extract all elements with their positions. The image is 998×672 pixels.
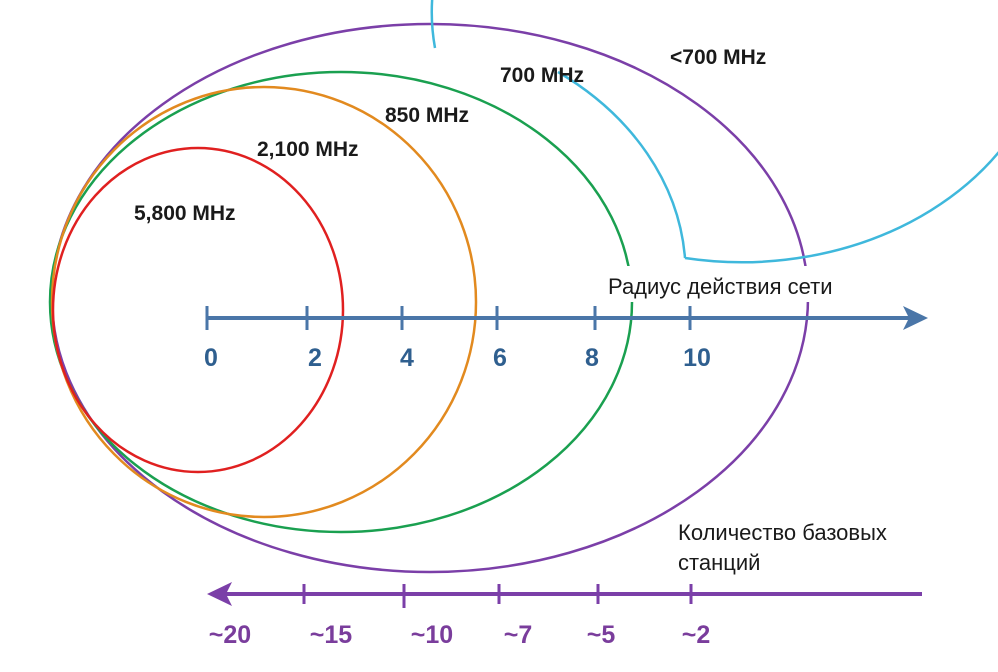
range-tick-label-2: 2 [308, 344, 322, 372]
stations-axis-ticks [302, 584, 693, 608]
range-tick-label-6: 6 [493, 344, 507, 372]
stations-tick-label-20: ~20 [209, 621, 251, 649]
range-axis-ticks [205, 306, 692, 330]
range-axis-arrowhead [903, 306, 928, 330]
stations-tick-label-10: ~10 [411, 621, 453, 649]
stations-axis-title-line1: Количество базовых [678, 520, 887, 545]
band-label-2100: 2,100 MHz [257, 138, 359, 161]
stations-axis-arrowhead [207, 582, 232, 606]
band-label-850: 850 MHz [385, 104, 469, 127]
stations-tick-label-15: ~15 [310, 621, 353, 649]
range-tick-label-10: 10 [683, 344, 711, 372]
stations-axis-title-line2: станций [678, 550, 760, 575]
range-tick-label-8: 8 [585, 344, 599, 372]
range-tick-label-0: 0 [204, 344, 218, 372]
range-tick-label-4: 4 [400, 344, 414, 372]
band-label-lt700: <700 MHz [670, 46, 766, 69]
range-axis-title: Радиус действия сети [608, 274, 832, 299]
band-label-5800: 5,800 MHz [134, 202, 236, 225]
range-axis-title-bg [598, 266, 916, 302]
coverage-arc-700 [430, 0, 998, 264]
coverage-ring-5800 [51, 146, 345, 474]
stations-tick-label-5: ~5 [587, 621, 616, 649]
band-label-700: 700 MHz [500, 64, 584, 87]
stations-tick-label-7: ~7 [504, 621, 533, 649]
stations-tick-label-2: ~2 [682, 621, 711, 649]
